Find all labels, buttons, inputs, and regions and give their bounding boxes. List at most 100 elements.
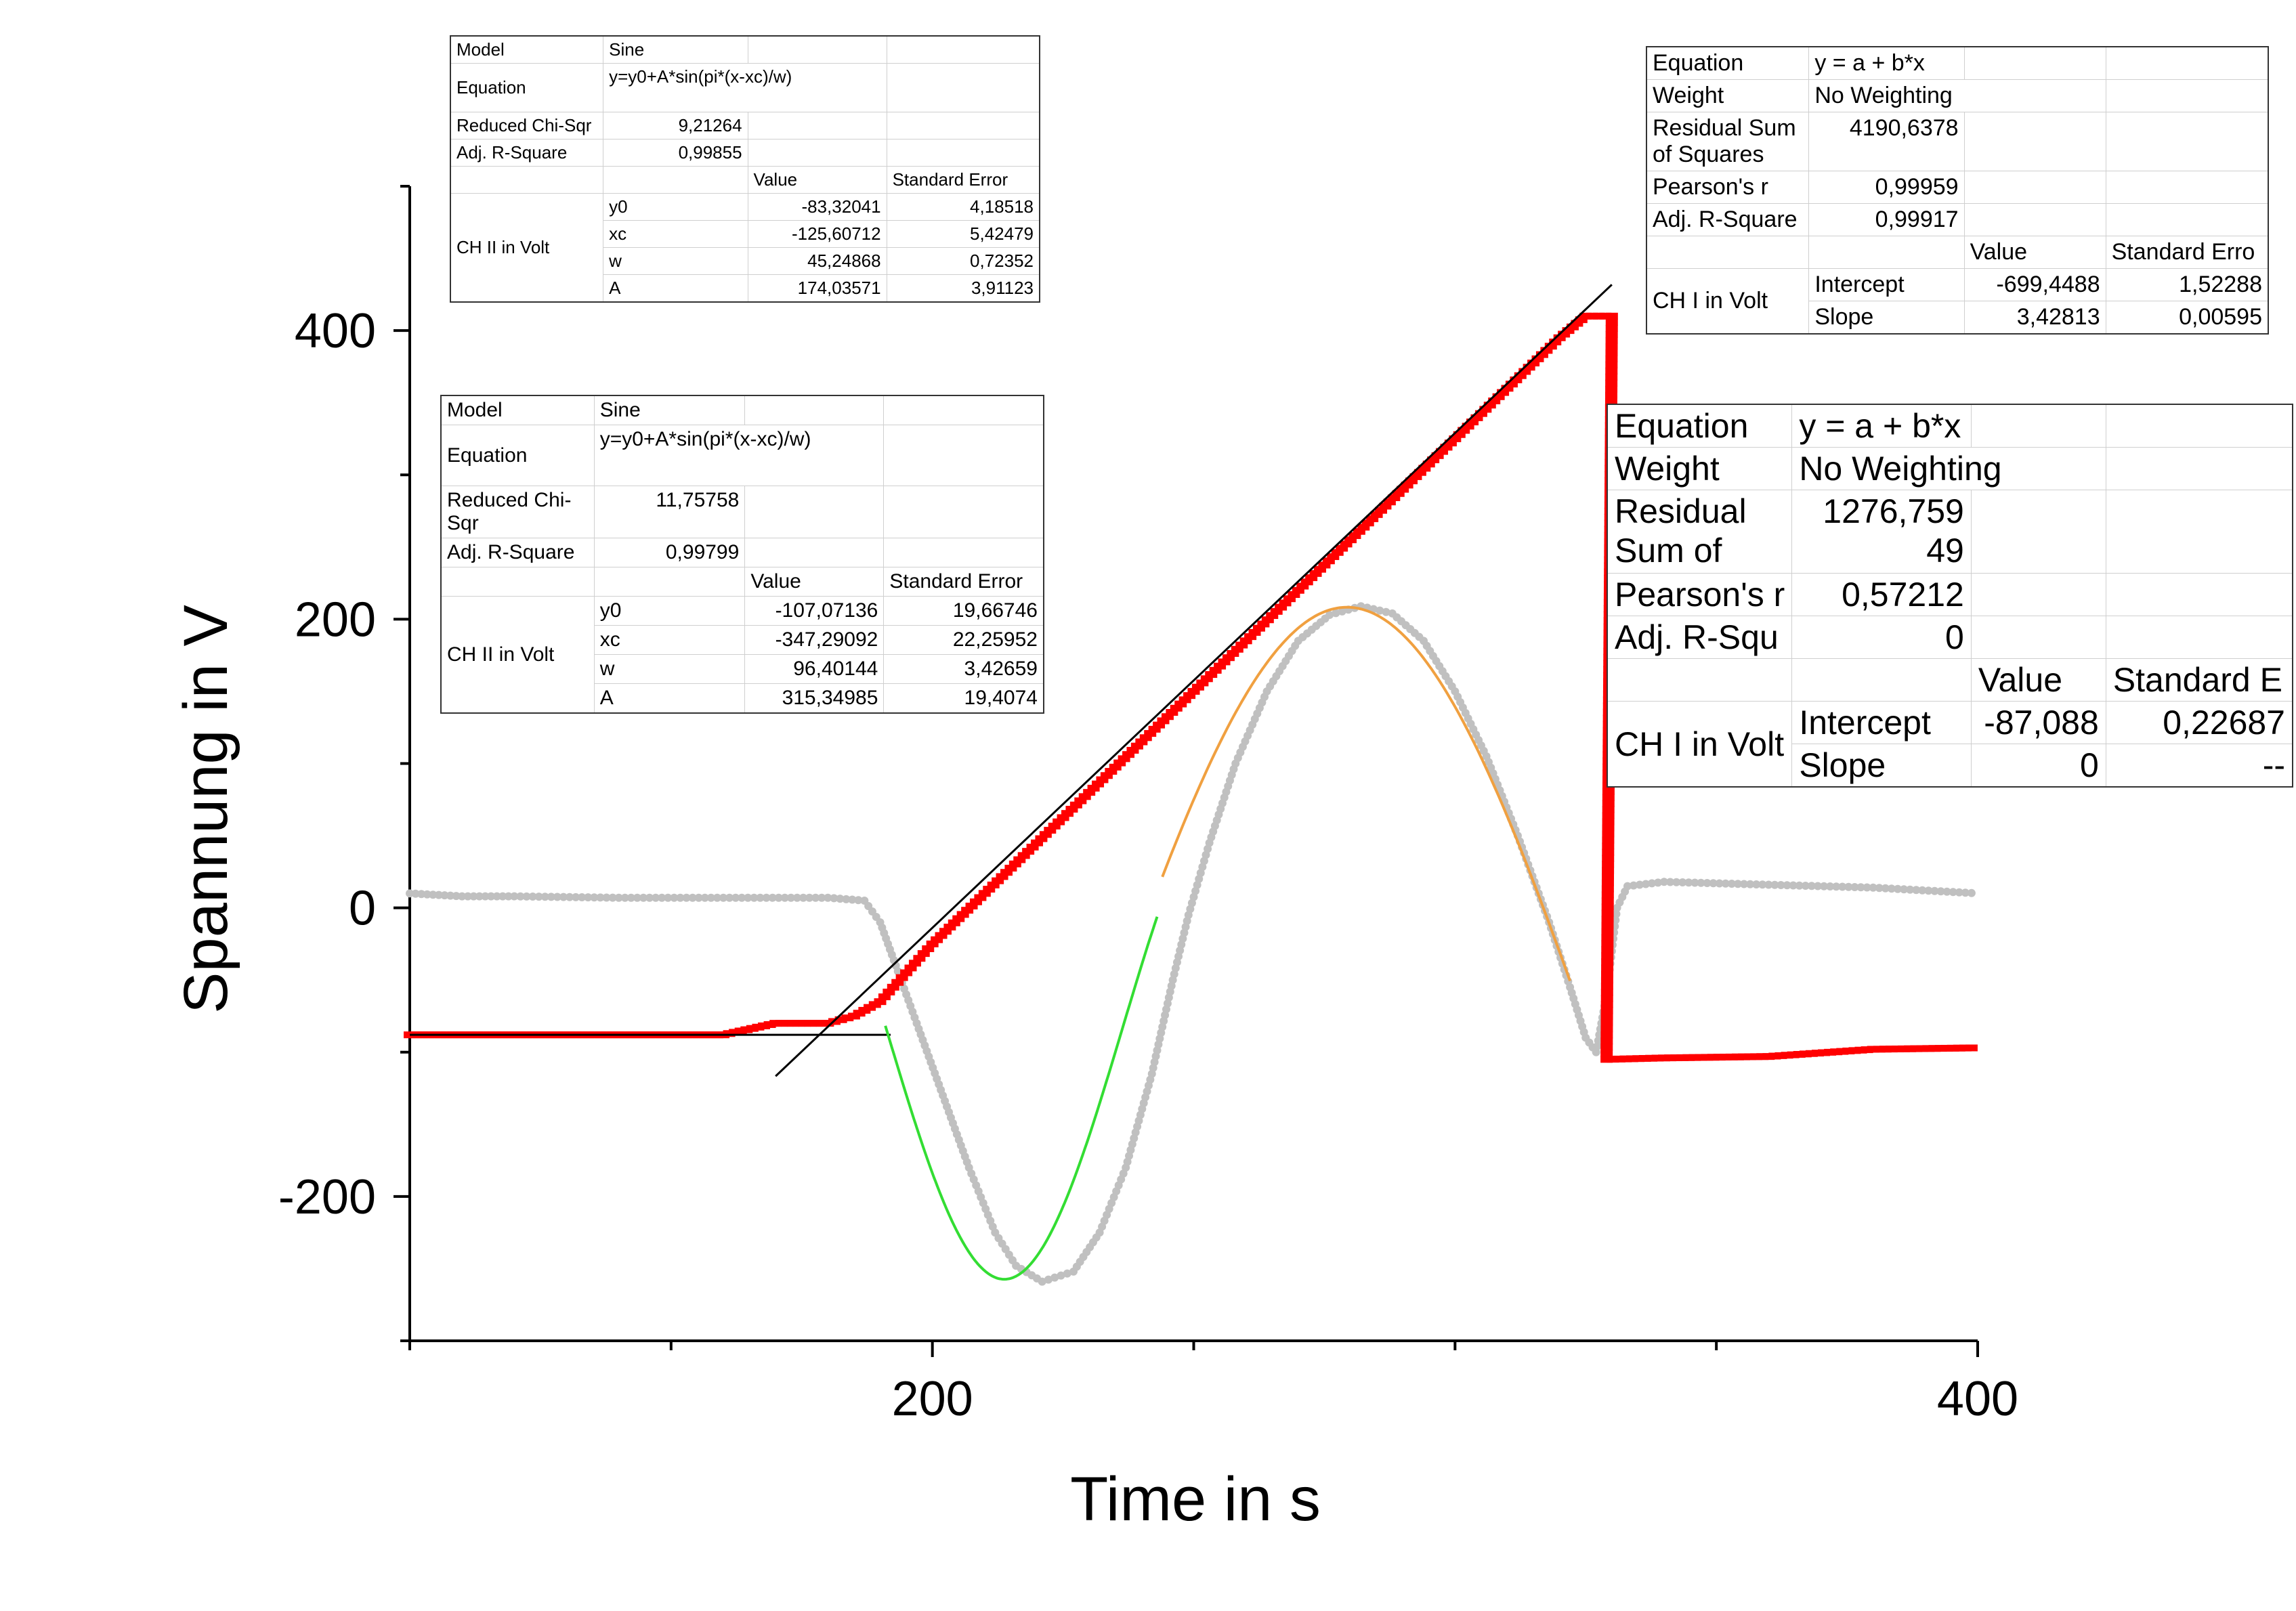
data-point	[492, 892, 501, 901]
data-point	[799, 893, 808, 902]
data-point	[1170, 704, 1183, 712]
data-point	[822, 1020, 834, 1027]
data-point	[475, 892, 484, 901]
data-point	[1602, 812, 1615, 819]
data-point	[1031, 839, 1043, 846]
data-point	[1601, 891, 1614, 899]
param-value: 3,42813	[1963, 301, 2106, 335]
data-point	[1740, 880, 1749, 888]
value-header: Value	[747, 166, 887, 194]
data-point	[1361, 519, 1374, 527]
data-point	[1218, 658, 1231, 666]
data-point	[652, 893, 660, 902]
data-point	[596, 893, 605, 902]
data-point	[1130, 742, 1143, 750]
data-point	[1026, 843, 1039, 851]
data-point	[1602, 794, 1615, 801]
data-point	[1602, 849, 1615, 856]
data-point	[1602, 800, 1615, 807]
data-point	[1261, 616, 1274, 624]
data-point	[1004, 865, 1017, 872]
data-point	[1148, 725, 1161, 733]
data-point	[1153, 721, 1166, 729]
data-point	[1470, 414, 1483, 421]
data-point	[590, 893, 599, 902]
data-point	[1602, 842, 1615, 850]
data-point	[1418, 465, 1431, 472]
linear-fit-table-2: Equation y = a + b*x Weight No Weighting…	[1607, 404, 2293, 788]
table-row: Value Standard Erro	[1646, 236, 2269, 269]
data-point	[913, 955, 926, 962]
data-point	[434, 890, 443, 899]
data-point	[1318, 561, 1331, 569]
data-point	[1861, 1046, 1873, 1054]
param-value: 315,34985	[744, 683, 885, 714]
data-point	[1891, 1045, 1904, 1052]
data-point	[1157, 717, 1170, 725]
data-point	[842, 895, 851, 903]
weight-value: No Weighting	[1791, 447, 2106, 490]
data-point	[1601, 940, 1614, 947]
data-point	[676, 893, 685, 902]
data-point	[1799, 1050, 1812, 1058]
adjr-value: 0	[1791, 616, 1972, 659]
data-point	[992, 877, 1004, 884]
data-point	[996, 873, 1008, 880]
data-point	[1074, 797, 1087, 804]
data-point	[948, 919, 960, 926]
data-point	[1719, 1054, 1732, 1061]
data-point	[1713, 1054, 1726, 1061]
data-point	[1715, 879, 1724, 888]
data-point	[1275, 603, 1288, 611]
data-point	[1651, 1054, 1664, 1062]
data-point	[750, 893, 759, 902]
param-value: -699,4488	[1963, 268, 2106, 301]
data-point	[1733, 880, 1742, 888]
group-label: CH II in Volt	[440, 596, 595, 714]
data-point	[1703, 879, 1712, 888]
param-se: 5,42479	[886, 220, 1040, 248]
table-row: xc -125,60712 5,42479	[450, 220, 1040, 248]
data-point	[1397, 486, 1409, 493]
adjr-value: 0,99799	[593, 538, 746, 567]
data-point	[1605, 318, 1618, 326]
data-point	[1444, 439, 1457, 447]
data-point	[1602, 788, 1615, 795]
data-point	[1600, 1001, 1613, 1008]
data-point	[1752, 880, 1761, 889]
data-point	[817, 893, 826, 902]
data-point	[1600, 1019, 1613, 1027]
data-point	[1257, 620, 1270, 628]
table-row: Slope 3,42813 0,00595	[1646, 301, 2269, 335]
data-point	[1191, 683, 1204, 691]
data-point	[1057, 814, 1069, 821]
data-point	[1492, 393, 1505, 400]
data-point	[1789, 881, 1798, 890]
axes: 200 400 -200 0 200 400	[278, 185, 2018, 1426]
data-point	[1787, 1051, 1800, 1058]
data-point	[1571, 320, 1583, 327]
data-point	[1440, 444, 1453, 451]
table-row: A 315,34985 19,4074	[441, 683, 1044, 714]
data-point	[1575, 316, 1588, 324]
data-point	[1854, 1046, 1867, 1054]
data-point	[1774, 1052, 1787, 1059]
data-point	[1601, 916, 1614, 923]
data-point	[1518, 368, 1531, 375]
data-point	[1357, 523, 1370, 531]
data-point	[1602, 861, 1615, 868]
data-point	[1601, 958, 1614, 966]
data-point	[1600, 1056, 1613, 1063]
data-point	[1762, 1053, 1775, 1060]
data-point	[1746, 880, 1755, 888]
data-point	[1906, 885, 1915, 894]
data-point	[1600, 1037, 1613, 1045]
param-name: w	[603, 247, 748, 275]
data-point	[904, 964, 917, 972]
data-point	[1678, 878, 1687, 887]
data-point	[1676, 1054, 1689, 1061]
param-name: w	[593, 654, 746, 684]
empty-cell	[2105, 171, 2269, 204]
data-point	[1910, 1045, 1923, 1052]
data-point	[670, 893, 679, 902]
